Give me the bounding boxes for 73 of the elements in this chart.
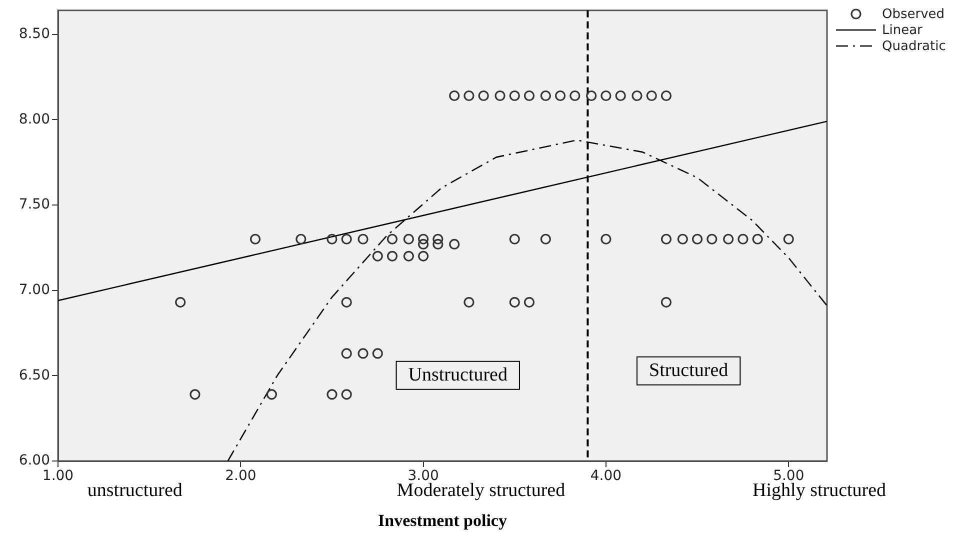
y-tick-label: 6.50 — [18, 367, 50, 384]
x-axis-title: Investment policy — [378, 511, 508, 530]
point — [190, 389, 200, 400]
point — [600, 90, 612, 102]
text: Highly structured — [752, 480, 887, 501]
legend-label: Quadratic — [882, 38, 946, 54]
point — [464, 296, 474, 308]
legend-label: Observed — [882, 6, 945, 22]
point — [632, 90, 642, 102]
point — [524, 90, 535, 102]
point — [341, 389, 352, 400]
point — [432, 234, 444, 244]
x-tick-label: 4.00 — [590, 468, 622, 484]
point — [494, 90, 506, 102]
point — [478, 90, 489, 102]
point — [326, 389, 338, 400]
y-tick-label: 8.00 — [18, 111, 50, 128]
point — [266, 389, 278, 400]
point — [386, 250, 398, 262]
point — [418, 234, 429, 244]
point — [706, 234, 718, 244]
point — [372, 348, 383, 359]
x-tick-label: 2.00 — [225, 468, 256, 484]
point — [540, 90, 552, 102]
y-tick-label: 7.50 — [18, 196, 50, 213]
text: Moderately structured — [396, 480, 566, 501]
point — [341, 296, 352, 308]
y-tick-label: 8.50 — [18, 26, 50, 42]
annotation: Unstructured — [408, 364, 508, 386]
point — [615, 90, 626, 102]
point — [464, 90, 474, 102]
point — [449, 238, 460, 250]
point — [600, 234, 612, 244]
point — [509, 90, 520, 102]
legend-label: Linear — [882, 22, 922, 38]
point — [418, 238, 429, 250]
y-tick-label: 6.00 — [18, 452, 50, 469]
point — [386, 234, 398, 244]
point — [250, 234, 261, 244]
x-tick-label: 1.00 — [42, 468, 74, 484]
point — [449, 90, 460, 102]
point — [555, 90, 566, 102]
point — [509, 234, 520, 244]
point — [326, 234, 338, 244]
point — [660, 90, 672, 102]
point — [341, 348, 352, 359]
point — [752, 234, 763, 244]
point — [677, 234, 688, 244]
point — [175, 296, 186, 308]
point — [341, 234, 352, 244]
point — [692, 234, 703, 244]
point — [524, 296, 535, 308]
point — [403, 250, 414, 262]
point — [403, 234, 414, 244]
point — [660, 234, 672, 244]
point — [660, 296, 672, 308]
annotation: Structured — [649, 360, 729, 381]
point — [783, 234, 794, 244]
point — [570, 90, 580, 102]
point — [432, 238, 444, 250]
point — [509, 296, 520, 308]
point — [358, 348, 368, 359]
y-tick-label: 7.00 — [18, 282, 50, 298]
point — [738, 234, 748, 244]
point — [296, 234, 306, 244]
point — [418, 250, 429, 262]
point — [372, 250, 383, 262]
point — [586, 90, 597, 102]
point — [358, 234, 368, 244]
point — [723, 234, 734, 244]
point — [540, 234, 552, 244]
text: unstructured — [87, 480, 183, 501]
point — [646, 90, 657, 102]
